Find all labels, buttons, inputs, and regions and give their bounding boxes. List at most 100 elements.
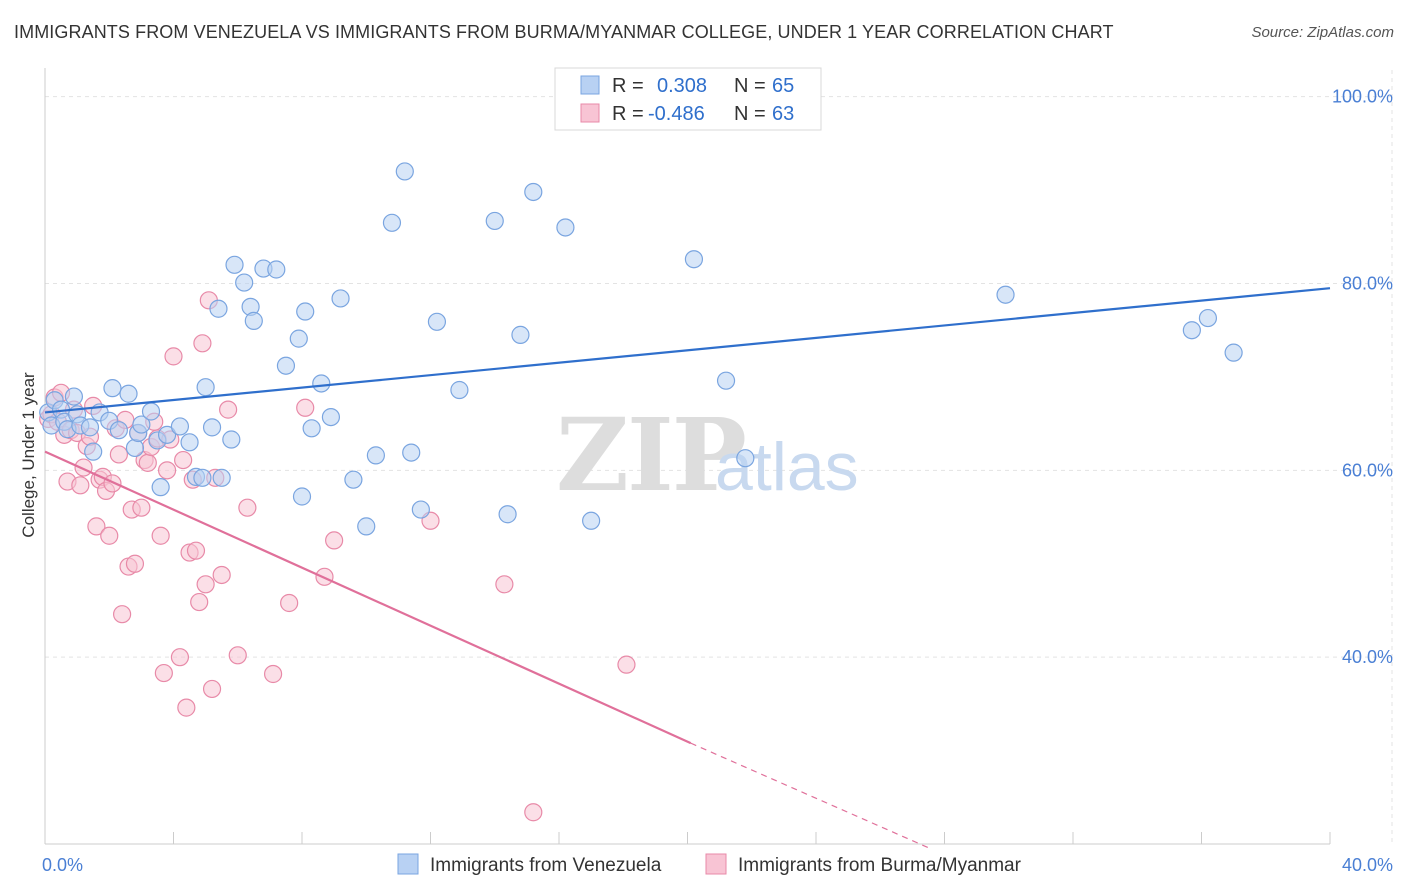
venezuela-point: [157, 425, 177, 444]
y-tick-label: 60.0%: [1342, 460, 1393, 480]
burma-point: [112, 605, 132, 624]
burma-point: [164, 347, 183, 366]
burma-point: [196, 575, 215, 594]
venezuela-point: [582, 511, 601, 530]
venezuela-point: [64, 387, 84, 406]
legend-swatch-burma: [580, 103, 600, 123]
venezuela-point: [235, 273, 254, 292]
venezuela-point: [276, 356, 296, 375]
burma-point: [174, 450, 193, 470]
burma-point: [154, 663, 173, 683]
burma-point: [296, 398, 315, 417]
burma-point: [186, 541, 206, 560]
venezuela-point: [736, 449, 755, 468]
venezuela-point: [382, 213, 402, 232]
venezuela-point: [1198, 308, 1218, 328]
series-legend-venezuela: Immigrants from Venezuela: [430, 855, 662, 876]
venezuela-point: [80, 418, 100, 437]
series-legend-burma: Immigrants from Burma/Myanmar: [738, 855, 1022, 876]
burma-point: [263, 664, 283, 684]
burma-point: [202, 679, 222, 699]
legend-swatch-venezuela: [580, 75, 600, 95]
venezuela-point: [716, 371, 736, 390]
venezuela-point: [289, 329, 308, 348]
burma-point: [617, 655, 636, 674]
legend-r-label: R =: [612, 75, 644, 97]
burma-point: [228, 646, 247, 665]
burma-point: [325, 531, 344, 550]
venezuela-point: [1224, 343, 1243, 362]
burma-point: [219, 400, 238, 419]
legend-n-label: N =: [734, 103, 766, 125]
burma-point: [103, 474, 122, 493]
venezuela-point: [366, 446, 385, 465]
source-label: Source: ZipAtlas.com: [1251, 24, 1394, 41]
burma-point: [193, 334, 212, 353]
x-tick-labels: 0.0% 40.0%: [42, 855, 1393, 875]
venezuela-point: [511, 325, 530, 344]
venezuela-point: [180, 433, 199, 452]
venezuela-point: [357, 517, 376, 536]
chart-title: IMMIGRANTS FROM VENEZUELA VS IMMIGRANTS …: [14, 22, 1114, 42]
burma-trend-line: [44, 450, 692, 745]
series-legend: Immigrants from Venezuela Immigrants fro…: [397, 853, 1022, 876]
venezuela-point: [141, 402, 161, 421]
burma-point: [157, 461, 177, 480]
venezuela-point: [498, 505, 517, 524]
venezuela-point: [292, 487, 312, 506]
venezuela-point: [395, 162, 414, 181]
burma-point: [212, 565, 231, 585]
venezuela-point: [209, 299, 228, 318]
venezuela-point: [996, 285, 1015, 304]
venezuela-point: [84, 442, 103, 461]
burma-point: [190, 592, 209, 612]
venezuela-point: [556, 218, 575, 237]
watermark-zip: ZIP: [556, 396, 745, 514]
venezuela-point: [331, 289, 350, 308]
y-tick-labels: 100.0% 80.0% 60.0% 40.0%: [1332, 87, 1393, 667]
series-legend-swatch-venezuela: [397, 853, 419, 875]
venezuela-point: [151, 478, 170, 497]
venezuela-trend-line: [44, 287, 1331, 414]
venezuela-point: [212, 468, 231, 487]
venezuela-point: [450, 380, 469, 400]
y-axis-title: College, Under 1 year: [19, 372, 38, 538]
venezuela-point: [132, 415, 151, 434]
venezuela-point: [485, 211, 504, 231]
venezuela-point: [244, 311, 263, 330]
legend-r-value: -0.486: [648, 103, 705, 125]
burma-point: [138, 453, 157, 472]
series-legend-swatch-burma: [705, 853, 727, 875]
burma-point: [177, 698, 196, 717]
y-tick-label: 80.0%: [1342, 274, 1393, 294]
axes: [44, 68, 1331, 845]
venezuela-point: [225, 255, 244, 274]
series-venezuela-points: [39, 162, 1243, 536]
burma-point: [151, 526, 170, 545]
legend-n-value: 65: [772, 75, 794, 97]
trend-lines: [44, 287, 1331, 849]
venezuela-point: [402, 443, 421, 462]
venezuela-point: [119, 384, 138, 403]
venezuela-point: [296, 302, 315, 321]
venezuela-point: [524, 182, 543, 202]
venezuela-point: [321, 407, 341, 427]
burma-point: [100, 526, 119, 545]
burma-trend-extension: [690, 742, 929, 849]
x-tick-label: 40.0%: [1342, 855, 1393, 875]
burma-point: [524, 803, 543, 822]
venezuela-point: [109, 421, 128, 440]
venezuela-point: [202, 418, 222, 437]
venezuela-point: [684, 250, 704, 269]
venezuela-point: [222, 430, 241, 449]
burma-point: [170, 648, 190, 667]
legend-n-value: 63: [772, 103, 794, 125]
burma-point: [238, 498, 257, 517]
burma-point: [125, 554, 145, 573]
burma-point: [87, 517, 106, 536]
legend-r-value: 0.308: [657, 75, 707, 97]
venezuela-point: [411, 500, 430, 519]
burma-point: [132, 498, 151, 517]
venezuela-point: [344, 470, 363, 489]
y-tick-label: 40.0%: [1342, 647, 1393, 667]
